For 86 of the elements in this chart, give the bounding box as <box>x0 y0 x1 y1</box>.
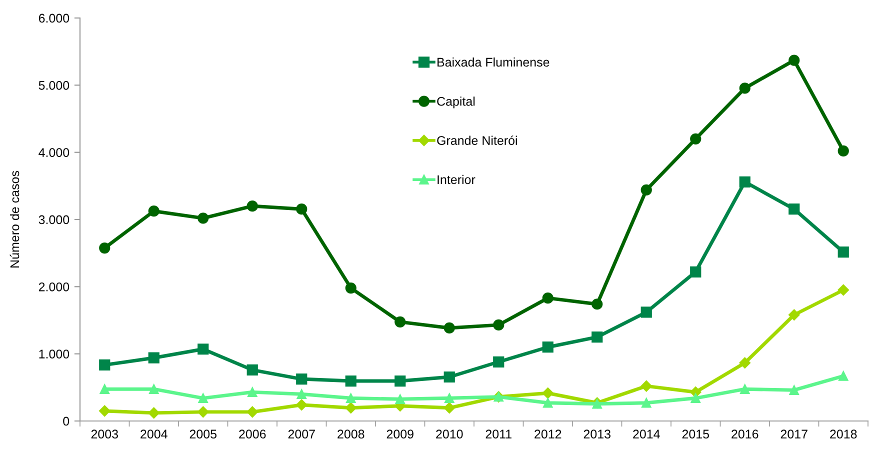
x-tick-label: 2005 <box>190 430 217 439</box>
point <box>542 292 554 304</box>
x-tick-label: 2013 <box>584 430 610 439</box>
y-tick-label: 3.000 <box>38 215 70 224</box>
point <box>198 212 209 224</box>
point <box>246 200 258 212</box>
point <box>395 394 405 404</box>
point <box>296 373 308 385</box>
point <box>493 319 504 331</box>
y-tick-label: 4.000 <box>38 148 70 157</box>
point <box>592 331 603 343</box>
point <box>394 375 406 387</box>
point <box>99 405 110 417</box>
point <box>198 393 208 404</box>
point <box>690 393 700 404</box>
point <box>640 380 652 392</box>
legend-label: Capital <box>437 96 475 108</box>
point <box>543 398 553 408</box>
point <box>345 282 356 294</box>
x-tick-label: 2003 <box>91 430 118 439</box>
legend-label: Interior <box>438 174 476 184</box>
point <box>592 298 603 310</box>
legend-label: Baixada Fluminense <box>438 57 550 67</box>
point <box>248 387 258 397</box>
x-tick-label: 2017 <box>780 430 808 439</box>
point <box>444 402 455 414</box>
point <box>345 402 356 414</box>
point <box>198 406 209 418</box>
point <box>838 284 849 296</box>
x-tick-label: 2015 <box>682 430 710 439</box>
point <box>690 133 702 144</box>
point <box>542 342 554 353</box>
point <box>788 309 800 320</box>
point <box>542 388 554 399</box>
point <box>739 357 750 369</box>
point <box>148 206 160 217</box>
point <box>493 356 504 368</box>
point <box>789 385 799 395</box>
point <box>739 82 750 94</box>
point <box>838 371 848 381</box>
y-tick-label: 0 <box>63 416 70 426</box>
point <box>246 364 258 376</box>
point <box>100 384 110 394</box>
point <box>640 184 652 196</box>
point <box>99 359 110 370</box>
point <box>148 407 160 419</box>
x-tick-label: 2009 <box>386 430 414 439</box>
point <box>296 399 308 410</box>
point <box>788 204 800 215</box>
y-tick-label: 5.000 <box>38 80 70 90</box>
point <box>444 322 455 334</box>
point <box>642 398 652 408</box>
point <box>838 145 849 157</box>
point <box>740 384 750 394</box>
legend-label: Grande Niterói <box>437 136 517 145</box>
x-tick-label: 2006 <box>239 430 266 439</box>
y-tick-label: 2.000 <box>38 282 70 292</box>
x-tick-label: 2004 <box>140 430 168 439</box>
x-tick-label: 2018 <box>830 430 857 439</box>
point <box>149 384 159 394</box>
point <box>444 393 454 404</box>
point <box>345 375 356 387</box>
x-tick-label: 2012 <box>534 430 562 439</box>
point <box>444 371 455 383</box>
point <box>246 406 258 418</box>
point <box>640 306 652 318</box>
x-tick-label: 2008 <box>338 430 364 439</box>
point <box>394 316 406 328</box>
point <box>99 242 110 254</box>
point <box>296 389 306 399</box>
point <box>739 176 750 188</box>
point <box>346 393 356 404</box>
point <box>198 344 209 355</box>
y-axis-title: Número de casos <box>10 170 20 268</box>
x-tick-label: 2007 <box>288 430 315 439</box>
x-tick-label: 2010 <box>436 430 463 439</box>
point <box>690 266 702 278</box>
point <box>296 204 308 215</box>
y-tick-label: 6.000 <box>38 14 70 23</box>
x-tick-label: 2016 <box>732 430 758 439</box>
y-tick-label: 1.000 <box>39 350 70 358</box>
point <box>148 352 160 364</box>
x-tick-label: 2014 <box>633 430 660 439</box>
point <box>788 54 800 66</box>
point <box>838 246 849 258</box>
x-tick-label: 2011 <box>486 430 512 439</box>
